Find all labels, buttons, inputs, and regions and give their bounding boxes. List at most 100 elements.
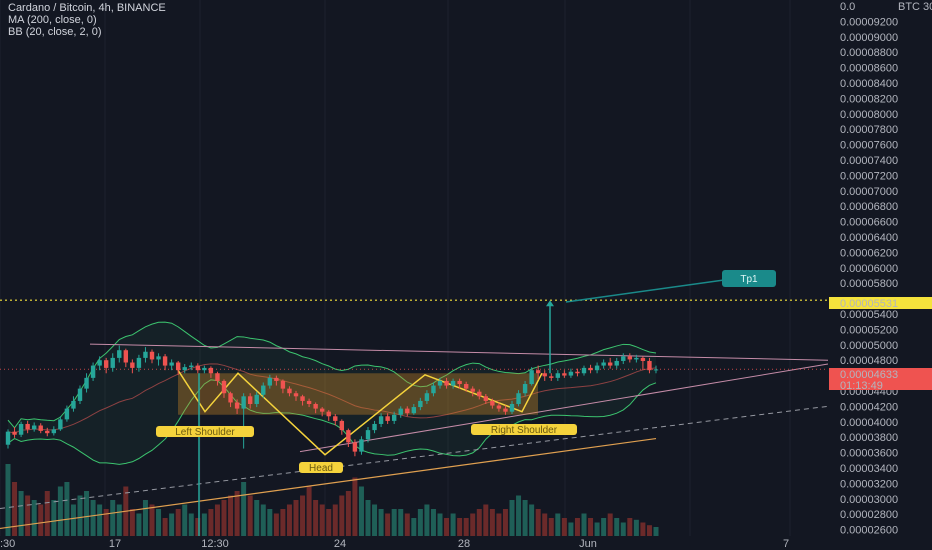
candle-body [405,408,410,414]
volume-bar [457,518,463,536]
candle-body [77,388,83,401]
volume-bar [12,482,18,536]
candle-body [169,362,174,366]
candle-body [221,380,227,394]
volume-bar [208,509,214,536]
volume-bar [103,509,109,536]
volume-bar [601,518,607,536]
bb-indicator-label[interactable]: BB (20, close, 2, 0) [8,26,102,38]
candle-body [5,431,11,445]
price-tick-label: 0.00003200 [840,478,898,490]
time-axis-background [0,536,828,550]
pattern-labels: Left Shoulder Head Right Shoulder Tp1 [156,270,776,474]
symbol-title[interactable]: Cardano / Bitcoin, 4h, BINANCE [8,2,166,14]
candle-body [202,367,207,371]
volume-bar [417,509,423,536]
candle-body [509,403,515,412]
price-axis[interactable]: 0.0 BTC 3000.00009200 0.00009000 0.00008800… [828,0,932,550]
price-tick-label: 0.00003800 [840,432,898,444]
price-tick-label: 0.00005400 [840,309,898,321]
volume-bar [38,504,44,536]
price-tick-label: 0.00003000 [840,494,898,506]
candle-body [359,439,364,452]
volume-bar [51,500,57,536]
candle-body [418,400,423,408]
candle-body [346,430,351,443]
volume-bar [110,500,116,536]
candle-body [640,357,646,361]
candle-body [601,362,606,366]
volume-bar [646,525,652,536]
volume-bar [424,504,430,536]
volume-bar [44,491,50,536]
volume-bar [169,513,175,536]
tp1-callout[interactable]: Tp1 [565,270,776,303]
price-tick-label: 0.00005800 [840,278,898,290]
candle-body [215,373,220,381]
candles [5,345,659,457]
candle-body [241,396,246,409]
candle-body [424,393,430,401]
volume-bar [561,518,567,536]
price-tick-label: 0.00008600 [840,63,898,75]
price-tick-label: 0.00009200 [840,16,898,28]
candle-body [234,402,240,409]
volume-bar [64,482,70,536]
price-tick-label: 0.00006000 [840,263,898,275]
volume-bar [444,518,450,536]
candle-body [463,384,469,389]
price-tick-label: 0.0 [840,1,855,13]
candle-body [653,369,659,371]
time-tick-label: 7 [783,538,789,550]
candle-body [12,431,17,435]
price-tick-label: 0.00006600 [840,217,898,229]
candle-body [25,423,30,430]
volume-bar [607,513,613,536]
volume-bar [627,518,633,536]
candle-body [90,365,96,378]
ma-indicator-label[interactable]: MA (200, close, 0) [8,14,97,26]
volume-bar [548,518,554,536]
volume-bar [345,491,351,536]
volume-bar [136,513,142,536]
candle-body [97,360,102,366]
price-tick-label: 0.00006200 [840,247,898,259]
right-shoulder-text: Right Shoulder [491,425,558,436]
volume-bar [529,504,535,536]
volume-bar [221,500,227,536]
volume-bar [372,504,378,536]
time-axis[interactable]: :30 17 12:30 24 28 Jun 7 [0,536,828,550]
volume-bar [653,527,659,536]
volume-bar [437,513,443,536]
candle-body [372,423,377,431]
volume-bar [332,504,338,536]
candle-body [391,414,397,421]
candle-body [110,357,115,368]
candle-body [529,370,534,385]
volume-bar [620,522,626,536]
candle-body [130,362,135,368]
candle-body [607,362,613,366]
target-arrow-head [546,300,554,307]
volume-bar [633,519,639,536]
candle-body [195,365,201,371]
candle-body [38,425,43,431]
volume-bar [31,500,37,536]
volume-bar [365,500,371,536]
time-tick-label: 17 [109,538,121,550]
volume-bar [535,509,541,536]
price-tick-label: 0.00006400 [840,232,898,244]
volume-bar [358,486,364,536]
candle-body [319,408,325,412]
left-shoulder-text: Left Shoulder [175,427,235,438]
target-price-text: 0.00005531 [840,298,898,310]
volume-bar [450,513,456,536]
volume-bar [260,504,266,536]
price-tick-label: 0.00005200 [840,324,898,336]
candle-body [522,384,528,394]
price-tick-label: 0.00004200 [840,401,898,413]
candle-body [503,408,508,412]
candle-body [496,405,502,409]
volume-bar [470,513,476,536]
